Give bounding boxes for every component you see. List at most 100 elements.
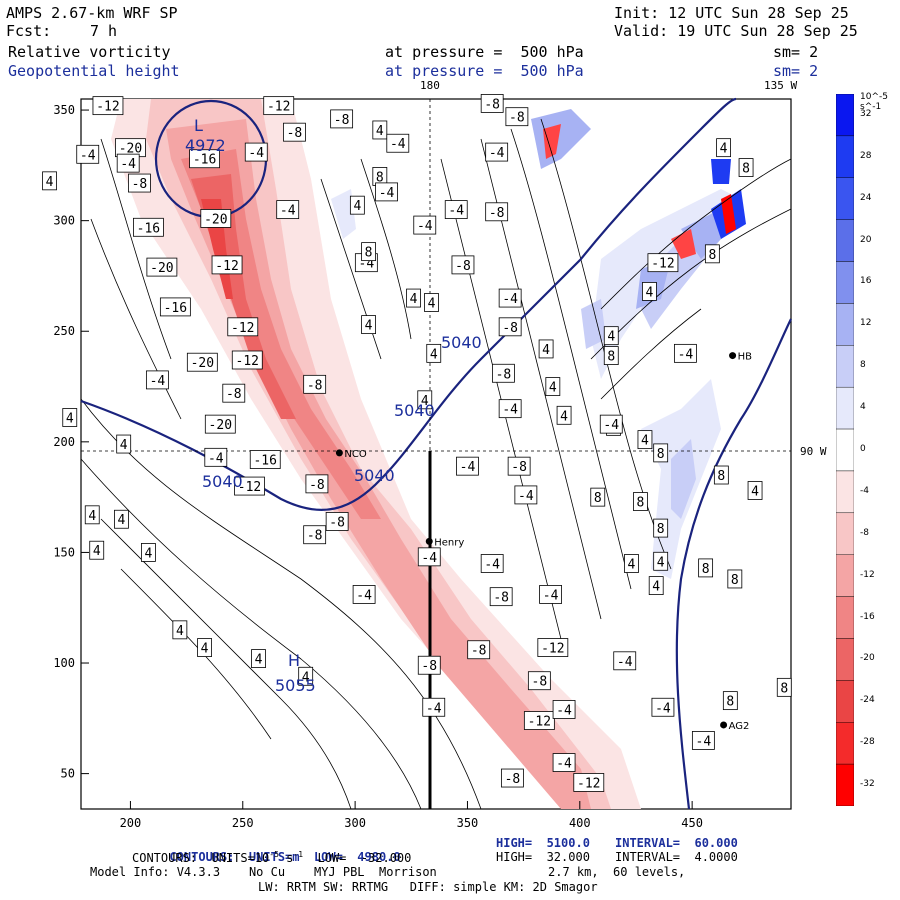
svg-text:-4: -4	[150, 374, 166, 389]
svg-text:4: 4	[118, 513, 126, 528]
svg-text:4: 4	[657, 555, 665, 570]
svg-text:-8: -8	[307, 378, 323, 393]
svg-text:-4: -4	[556, 757, 572, 772]
svg-text:-12: -12	[215, 259, 238, 274]
vorticity-contour-label: 4	[116, 434, 132, 454]
svg-text:-8: -8	[484, 97, 500, 112]
svg-text:-8: -8	[307, 529, 323, 544]
svg-text:-16: -16	[137, 221, 160, 236]
vorticity-contour-label: 4	[716, 138, 731, 158]
svg-text:4: 4	[560, 409, 568, 424]
svg-text:-12: -12	[528, 715, 551, 730]
svg-text:-4: -4	[379, 186, 395, 201]
height-contour-label: 5040	[441, 333, 482, 352]
svg-text:-8: -8	[489, 206, 505, 221]
y-tick-label: 150	[53, 545, 75, 559]
colorbar-swatch	[836, 596, 854, 639]
vorticity-contour-label: 8	[776, 677, 792, 697]
vorticity-contour-label: 8	[590, 487, 606, 507]
vorticity-contour-label: -20	[186, 352, 218, 372]
vorticity-contour-label: -16	[189, 149, 220, 169]
svg-text:4: 4	[144, 546, 152, 561]
colorbar-swatch	[836, 94, 854, 137]
vorticity-contour-label: -4	[552, 753, 576, 772]
vorticity-contour-label: -4	[276, 200, 300, 219]
vorticity-contour-label: -8	[489, 587, 513, 607]
forecast-value: 7 h	[90, 22, 118, 40]
svg-text:8: 8	[742, 162, 750, 177]
svg-text:8: 8	[637, 496, 645, 511]
vorticity-contour-label: 4	[637, 430, 653, 450]
vorticity-contour-label: 4	[372, 120, 388, 140]
height-contour-label: 5040	[354, 466, 395, 485]
svg-text:4: 4	[652, 580, 660, 595]
svg-text:-8: -8	[493, 591, 509, 606]
svg-text:-8: -8	[421, 659, 437, 674]
vorticity-contour-label: -20	[146, 257, 178, 277]
y-tick-label: 50	[61, 767, 75, 781]
vorticity-contour-label: -4	[244, 142, 268, 162]
colorbar-swatch	[836, 512, 854, 555]
vorticity-contour-label: -8	[492, 363, 515, 383]
field1-smoothing: sm= 2	[773, 43, 819, 61]
vorticity-contour-label: -16	[249, 450, 281, 469]
vorticity-contour-label: -12	[537, 638, 569, 657]
vorticity-contour-label: 4	[349, 195, 365, 215]
colorbar-swatch	[836, 219, 854, 262]
footer-model-info: Model Info: V4.3.3 No Cu MYJ PBL Morriso…	[90, 865, 437, 879]
vorticity-contour-label: 4	[747, 481, 763, 500]
svg-text:4: 4	[376, 124, 384, 139]
vorticity-contour-label: -8	[485, 202, 509, 222]
svg-text:-20: -20	[209, 418, 232, 433]
colorbar-tick-label: -20	[860, 653, 875, 664]
vorticity-contour-label: -4	[691, 731, 715, 750]
field2-name: Geopotential height	[8, 62, 180, 80]
valid-time: Valid: 19 UTC Sun 28 Sep 25	[614, 22, 858, 40]
svg-text:4: 4	[46, 175, 54, 190]
colorbar-swatch	[836, 345, 854, 388]
longitude-90w-label: 90 W	[800, 445, 827, 458]
footer-vorticity-interval: INTERVAL= 4.0000	[615, 850, 738, 864]
svg-text:-12: -12	[236, 354, 259, 369]
colorbar-unit: 10^-5 s^-1	[860, 92, 888, 112]
vorticity-contour-label: 4	[624, 554, 639, 573]
vorticity-contour-label: 4	[114, 509, 129, 529]
svg-text:-4: -4	[502, 403, 518, 418]
svg-text:8: 8	[657, 522, 665, 537]
svg-text:4: 4	[646, 285, 654, 300]
svg-text:-4: -4	[484, 557, 500, 572]
vorticity-contour-label: -8	[527, 671, 551, 691]
svg-text:4: 4	[720, 142, 728, 157]
model-title: AMPS 2.67-km WRF SP	[6, 4, 178, 22]
x-tick-label: 200	[120, 816, 142, 830]
svg-text:-12: -12	[541, 642, 564, 657]
colorbar-swatch	[836, 554, 854, 597]
station-marker: HB	[729, 352, 752, 363]
vorticity-contour-label: 8	[698, 558, 714, 578]
colorbar-tick-label: 0	[860, 444, 866, 454]
vorticity-contour-label: 4	[426, 343, 442, 363]
vorticity-contour-label: -4	[417, 547, 441, 567]
high-center-label: H	[288, 651, 300, 670]
svg-text:-8: -8	[505, 772, 521, 787]
colorbar-swatch	[836, 261, 854, 304]
svg-text:-8: -8	[455, 259, 471, 274]
svg-text:4: 4	[353, 199, 361, 214]
colorbar-tick-label: -12	[860, 569, 875, 580]
vorticity-contour-label: 4	[251, 649, 266, 668]
svg-text:-12: -12	[238, 480, 261, 495]
vorticity-contour-label: -4	[480, 554, 504, 573]
vorticity-contour-label: -4	[375, 182, 398, 202]
colorbar-tick-label: -28	[860, 737, 875, 748]
colorbar-tick-label: -32	[860, 779, 875, 790]
svg-text:4: 4	[430, 347, 438, 362]
vorticity-contour-label: -4	[204, 447, 228, 467]
svg-text:-8: -8	[309, 478, 325, 493]
svg-text:-20: -20	[119, 142, 142, 157]
colorbar-tick-label: 24	[860, 192, 872, 203]
vorticity-contour-label: 4	[556, 405, 572, 425]
colorbar-tick-label: 28	[860, 150, 872, 161]
svg-text:-8: -8	[287, 126, 303, 141]
vorticity-contour-label: 4	[361, 315, 376, 335]
vorticity-contour-label: -20	[115, 138, 146, 158]
